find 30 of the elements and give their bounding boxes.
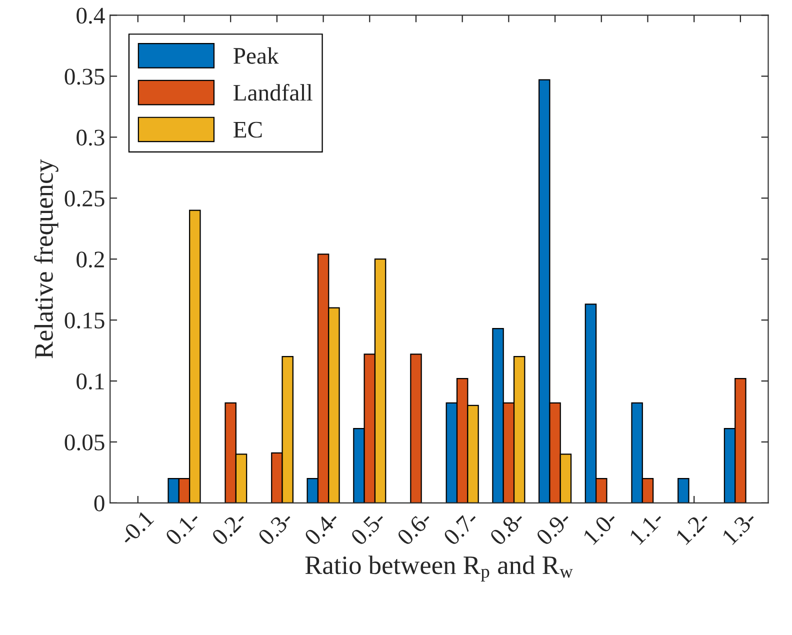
y-tick-label: 0.3: [76, 130, 104, 146]
x-tick-label: 0.3-: [257, 510, 294, 546]
y-tick-label: 0.25: [64, 190, 104, 207]
x-tick-label: 0.1-: [164, 510, 202, 546]
x-tick-label: 0.4-: [304, 510, 340, 546]
x-tick-label: 0.2-: [210, 510, 248, 546]
y-tick-label: 0.05: [64, 434, 104, 450]
y-tick-label: 0.2: [76, 252, 104, 268]
legend-label: Peak: [234, 47, 279, 64]
legend-label: EC: [234, 122, 262, 138]
y-tick-label: 0.1: [76, 373, 104, 390]
x-tick-label: -0.1: [118, 510, 154, 546]
x-tick-label: 1.2-: [675, 510, 711, 546]
y-tick-label: 0.15: [64, 312, 104, 329]
x-tick-label: 0.5-: [350, 510, 387, 546]
x-tick-label: 0.6-: [396, 510, 433, 546]
x-tick-label: 1.0-: [582, 510, 618, 546]
bar: [678, 478, 690, 503]
x-tick-label: 0.7-: [442, 510, 480, 546]
y-axis-title: Relative frequency: [34, 159, 58, 358]
x-tick-label: 0.8-: [489, 510, 526, 546]
bar: [410, 354, 422, 503]
x-tick-label: 1.1-: [628, 510, 665, 546]
x-axis-title: Ratio between R$_{p}$ and R$_{w}$: [305, 556, 573, 582]
x-tick-label: 0.9-: [535, 510, 572, 546]
x-tick-label: 1.3-: [722, 510, 758, 546]
y-tick-label: 0: [94, 495, 104, 512]
legend-label: Landfall: [234, 84, 312, 101]
y-tick-label: 0.4: [76, 8, 105, 24]
y-tick-label: 0.35: [64, 68, 104, 85]
